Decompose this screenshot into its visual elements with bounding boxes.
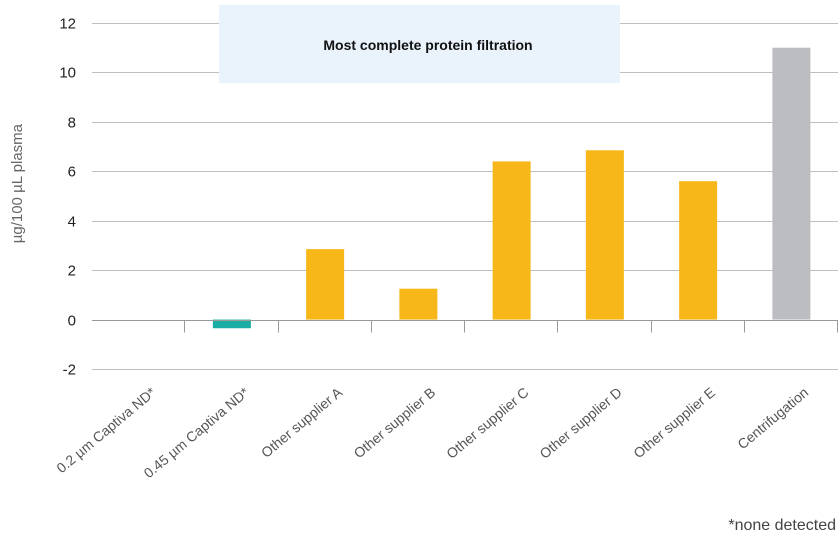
bars	[212, 47, 811, 329]
bar-1	[212, 319, 251, 329]
x-tick-label: Centrifugation	[734, 384, 811, 452]
x-tick-label: 0.45 µm Captiva ND*	[141, 384, 253, 481]
y-tick-label: 8	[68, 115, 76, 132]
bar-5	[585, 150, 624, 320]
x-tick-label: Other supplier C	[443, 384, 531, 462]
y-tick-label: 0	[68, 313, 76, 330]
x-tick-labels: 0.2 µm Captiva ND*0.45 µm Captiva ND* Oth…	[53, 384, 811, 481]
y-tick-label: 10	[59, 65, 76, 82]
bar-3	[399, 288, 438, 320]
bar-7	[772, 47, 811, 320]
bar-4	[492, 161, 531, 320]
x-tick-label: Other supplier D	[536, 384, 624, 462]
footnote: *none detected	[728, 517, 836, 534]
y-tick-label: 6	[68, 164, 76, 181]
y-tick-label: 2	[68, 263, 76, 280]
bar-2	[306, 249, 345, 320]
x-tick-label: 0.2 µm Captiva ND*	[53, 384, 159, 476]
x-tick-label: Other supplier B	[351, 384, 439, 461]
y-tick-labels: -2 0 2 4 6 8 10 12	[59, 16, 76, 379]
annotation-text: Most complete protein filtration	[323, 37, 532, 53]
x-tick-label: Other supplier A	[258, 384, 346, 461]
y-tick-label: 4	[68, 214, 76, 231]
annotation-box	[219, 5, 620, 83]
x-tick-label: Other supplier E	[630, 384, 718, 461]
zero-axis	[92, 320, 838, 333]
y-tick-label: -2	[63, 362, 76, 379]
y-axis-title: µg/100 µL plasma	[9, 123, 26, 243]
bar-6	[679, 181, 718, 320]
y-tick-label: 12	[59, 16, 76, 33]
